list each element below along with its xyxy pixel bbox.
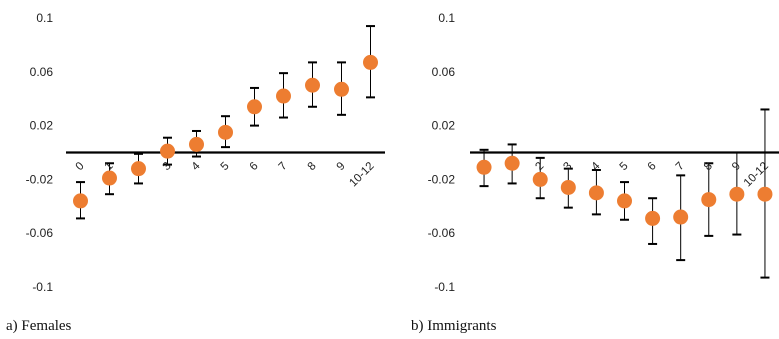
caption-immigrants: b) Immigrants (411, 318, 497, 334)
y-tick-label: -0.02 (428, 172, 456, 186)
x-tick-label: 3 (561, 160, 574, 173)
y-tick-label: -0.06 (428, 226, 456, 240)
data-point (588, 185, 604, 201)
y-tick-label: -0.06 (26, 226, 54, 240)
data-point (757, 186, 773, 202)
x-tick-label: 10-12 (347, 160, 376, 189)
data-point (560, 179, 576, 195)
x-tick-label: 5 (219, 160, 232, 173)
data-point (476, 159, 492, 175)
panel-females: 0.10.060.02-0.02-0.06-0.1012345678910-12 (26, 11, 385, 294)
x-tick-label: 4 (190, 160, 203, 173)
y-tick-label: 0.1 (438, 11, 455, 25)
x-tick-label: 8 (306, 160, 319, 173)
data-point (729, 186, 745, 202)
x-tick-label: 6 (248, 160, 261, 173)
data-point (645, 210, 661, 226)
data-point (532, 171, 548, 187)
x-tick-label: 5 (618, 160, 631, 173)
y-tick-label: -0.02 (26, 172, 54, 186)
x-tick-label: 8 (702, 160, 715, 173)
x-tick-label: 7 (277, 160, 290, 173)
x-tick-label: 0 (74, 160, 87, 173)
x-tick-label: 9 (335, 160, 348, 173)
y-tick-label: 0.02 (30, 119, 54, 133)
data-point (247, 99, 262, 115)
y-tick-label: -0.1 (32, 280, 53, 294)
y-tick-label: -0.1 (434, 280, 455, 294)
data-point (701, 192, 717, 208)
data-point (102, 170, 117, 186)
x-tick-label: 7 (674, 160, 687, 173)
y-tick-label: 0.1 (36, 11, 53, 25)
data-point (131, 161, 146, 177)
x-tick-label: 10-12 (742, 160, 771, 189)
data-point (363, 54, 378, 70)
data-point (504, 155, 520, 171)
data-point (160, 143, 175, 159)
y-tick-label: 0.06 (432, 65, 456, 79)
data-point (73, 193, 88, 209)
x-tick-label: 6 (646, 160, 659, 173)
data-point (305, 77, 320, 93)
data-point (276, 88, 291, 104)
data-point (617, 193, 632, 209)
data-point (189, 136, 204, 152)
data-point (218, 124, 233, 140)
panel-immigrants: 0.10.060.02-0.02-0.06-0.1012345678910-12 (428, 11, 779, 294)
caption-females: a) Females (6, 318, 72, 334)
y-tick-label: 0.06 (30, 65, 54, 79)
data-point (334, 81, 349, 97)
data-point (673, 209, 689, 225)
y-tick-label: 0.02 (432, 119, 456, 133)
x-tick-label: 4 (590, 160, 603, 173)
